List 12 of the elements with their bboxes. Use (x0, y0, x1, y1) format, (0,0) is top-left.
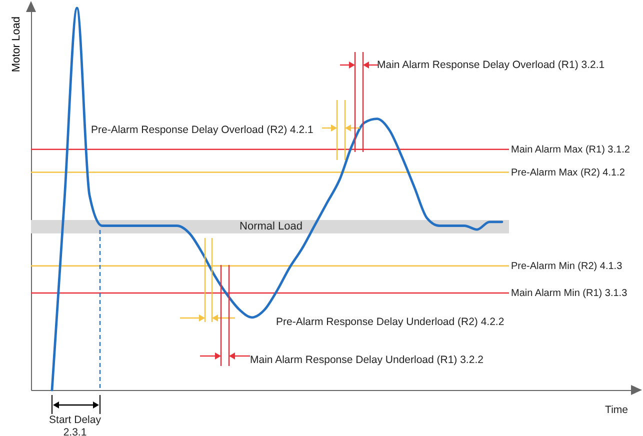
ref-line-label: Pre-Alarm Min (R2) 4.1.3 (511, 260, 623, 272)
annotation: Main Alarm Response Delay Overload (R1) 3.2.1 (377, 58, 605, 71)
annotation: Main Alarm Response Delay Underload (R1) 3.2.2 (250, 354, 484, 366)
annotation: Pre-Alarm Response Delay Underload (R2) 4.2.2 (276, 316, 504, 328)
band-label: Normal Load (240, 220, 302, 233)
text: Start Delay 2.3.1 (49, 414, 102, 436)
ref-line-label: Pre-Alarm Max (R2) 4.1.2 (511, 167, 626, 178)
ref-line-label: Main Alarm Min (R1) 3.1.3 (511, 288, 628, 299)
text: Time (605, 404, 628, 416)
annotation: Pre-Alarm Response Delay Overload (R2) 4.2.1 (91, 124, 314, 136)
y-axis-title: Motor Load (10, 16, 22, 72)
ref-line-label: Main Alarm Max (R1) 3.1.2 (511, 144, 630, 156)
